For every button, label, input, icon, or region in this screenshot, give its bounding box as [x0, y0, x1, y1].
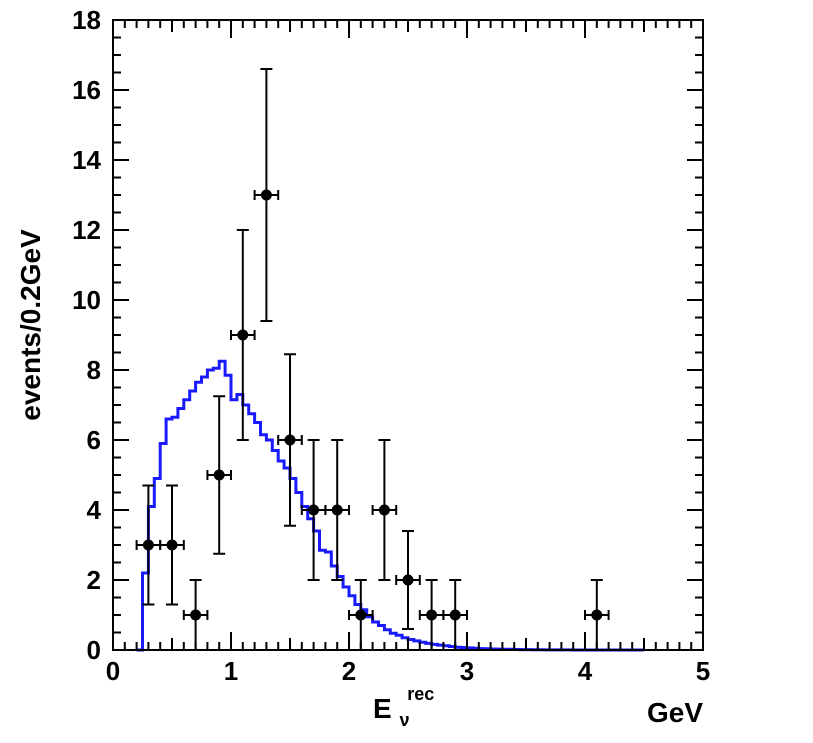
x-tick-label: 0	[106, 656, 120, 686]
data-point-group	[584, 579, 610, 651]
data-point-group	[135, 484, 162, 606]
data-point	[378, 504, 390, 516]
data-point	[591, 609, 603, 621]
data-point-group	[300, 439, 327, 581]
data-points	[135, 68, 610, 651]
data-point	[284, 434, 296, 446]
x-axis-label-main: E	[373, 693, 392, 724]
x-axis-label: E ν rec	[373, 684, 434, 732]
x-tick-label: 4	[578, 656, 593, 686]
data-point-group	[395, 530, 421, 630]
data-point-group	[371, 439, 398, 581]
mc-histogram	[136, 359, 644, 652]
x-tick-label: 3	[460, 656, 474, 686]
data-point-group	[442, 579, 468, 651]
y-tick-label: 18	[72, 5, 101, 35]
histogram-line	[136, 359, 644, 652]
x-axis-label-subscript: ν	[399, 710, 409, 730]
data-point-group	[182, 579, 209, 651]
data-point-group	[253, 68, 280, 322]
data-point	[213, 469, 225, 481]
y-tick-label: 2	[87, 565, 101, 595]
data-point-group	[324, 439, 350, 581]
y-tick-label: 0	[87, 635, 101, 665]
y-tick-label: 10	[72, 285, 101, 315]
data-point-group	[348, 579, 374, 651]
y-tick-label: 4	[87, 495, 102, 525]
x-tick-label: 1	[224, 656, 238, 686]
y-tick-label: 12	[72, 215, 101, 245]
data-point	[260, 189, 272, 201]
data-point-group	[277, 353, 303, 527]
data-point	[402, 574, 414, 586]
data-point-group	[418, 579, 445, 651]
y-tick-label: 8	[87, 355, 101, 385]
data-point	[190, 609, 202, 621]
x-axis-label-superscript: rec	[407, 684, 434, 704]
y-tick-label: 6	[87, 425, 101, 455]
y-tick-label: 14	[72, 145, 101, 175]
data-point	[166, 539, 178, 551]
y-axis-label: events/0.2GeV	[15, 229, 46, 421]
data-point	[449, 609, 461, 621]
x-axis-unit: GeV	[647, 697, 703, 728]
data-point	[142, 539, 154, 551]
data-point	[331, 504, 343, 516]
data-point-group	[206, 395, 232, 555]
data-point	[355, 609, 367, 621]
data-point-group	[159, 484, 185, 606]
data-point	[426, 609, 438, 621]
x-tick-label: 5	[696, 656, 710, 686]
data-point	[308, 504, 320, 516]
data-point	[237, 329, 249, 341]
y-tick-label: 16	[72, 75, 101, 105]
x-tick-label: 2	[342, 656, 356, 686]
data-point-group	[230, 229, 256, 441]
